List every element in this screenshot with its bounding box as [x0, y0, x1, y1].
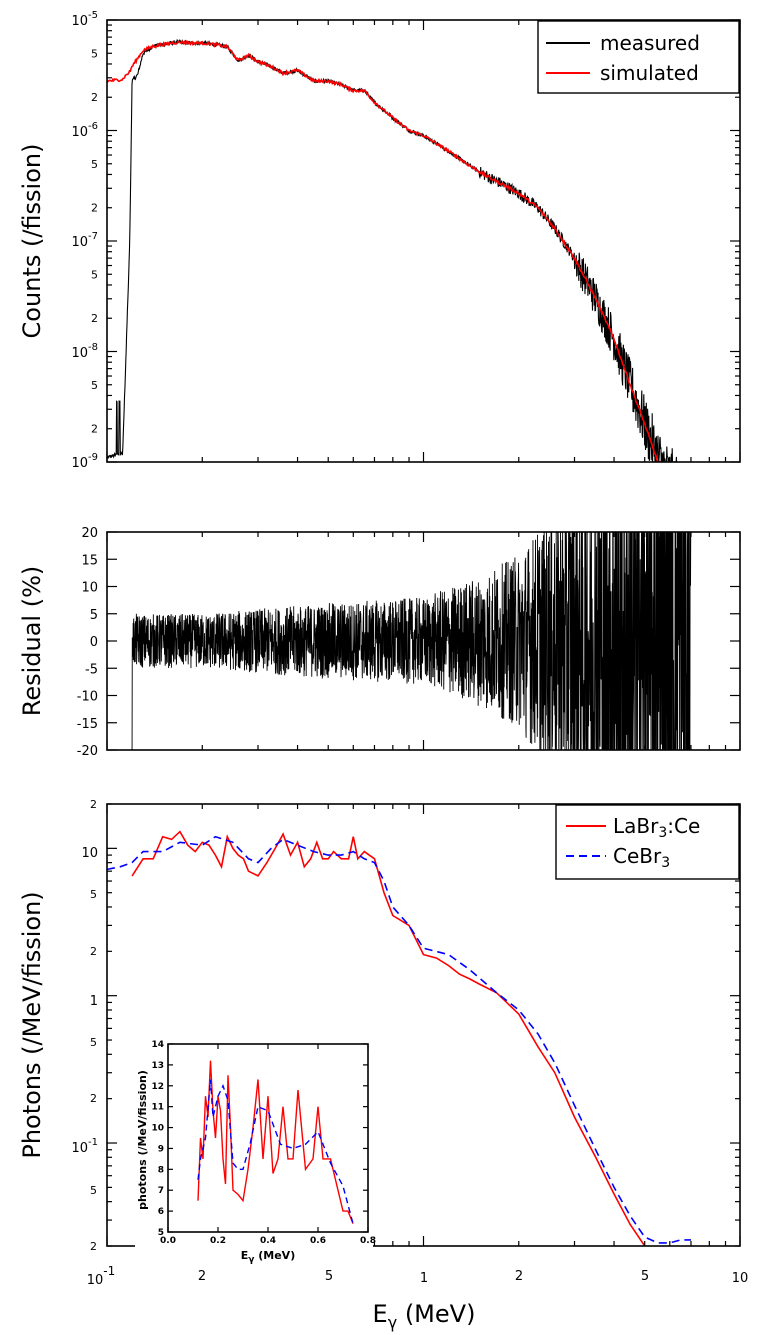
top-ytick-1e-9: 10-9: [71, 452, 98, 471]
bottom-x-tick-labels: 10-1 2 5 1 2 5 10: [87, 1264, 749, 1288]
top-y-axis-label: Counts (/fission): [18, 144, 46, 339]
top-y-minor-label: 5: [91, 379, 98, 392]
legend-cebr3-label: CeBr3: [613, 844, 670, 871]
xtick-5: 5: [641, 1269, 649, 1284]
bottom-ytick-20: 2: [90, 798, 97, 811]
middle-ytick-label: -15: [77, 717, 98, 732]
residual-series: [131, 532, 692, 750]
xtick-0.2: 2: [198, 1269, 206, 1284]
xtick-1: 1: [420, 1271, 428, 1286]
legend-simulated-label: simulated: [600, 61, 699, 85]
inset-ytick-label: 13: [151, 1061, 164, 1071]
inset-xtick-label: 0.0: [160, 1236, 176, 1246]
top-legend-box: [537, 20, 740, 94]
middle-y-tick-labels: -20 -15 -10 -5 0 5 10 15 20: [77, 526, 98, 759]
top-y-tick-labels: 10-9 10-8 10-7 10-6 10-5: [71, 10, 98, 471]
middle-ytick-label: 10: [81, 581, 98, 596]
top-y-minor-label: 5: [91, 158, 98, 171]
top-y-minor-label: 5: [91, 47, 98, 60]
inset-series-group: [197, 1060, 354, 1224]
top-y-minor-label: 2: [91, 423, 98, 436]
middle-ytick-label: 15: [81, 553, 98, 568]
middle-panel: -20 -15 -10 -5 0 5 10 15 20 Residual (%): [18, 526, 741, 759]
inset-ytick-label: 6: [158, 1207, 164, 1217]
bottom-ytick-10: 10: [81, 846, 98, 861]
inset-series-CeBr3: [197, 1079, 354, 1224]
legend-measured-label: measured: [600, 31, 700, 55]
bottom-ytick-0.1: 10-1: [71, 1137, 98, 1156]
xtick-10: 10: [732, 1271, 749, 1286]
middle-ytick-label: -5: [85, 662, 98, 677]
inset-ytick-label: 7: [158, 1186, 164, 1196]
middle-ytick-label: -10: [77, 690, 98, 705]
inset-xtick-label: 0.2: [210, 1236, 226, 1246]
inset-ytick-label: 14: [151, 1040, 164, 1050]
top-y-minor-label: 2: [91, 91, 98, 104]
xtick-2: 2: [515, 1269, 523, 1284]
bottom-ytick-5: 5: [90, 888, 97, 901]
inset-xtick-label: 0.4: [260, 1236, 276, 1246]
top-y-minor-label: 2: [91, 202, 98, 215]
top-series-group: [107, 38, 685, 462]
xtick-0.5: 5: [325, 1269, 333, 1284]
bottom-y-axis-label: Photons (/MeV/fission): [18, 891, 46, 1158]
top-panel: 10-9 10-8 10-7 10-6 10-5 2 5 2 5 2 5 2 5 Counts…: [18, 10, 741, 471]
inset-ytick-label: 8: [158, 1165, 164, 1175]
middle-ytick-label: 20: [81, 526, 98, 541]
inset-ytick-label: 9: [158, 1144, 164, 1154]
inset-ytick-label: 10: [151, 1124, 164, 1134]
top-ytick-1e-8: 10-8: [71, 342, 98, 361]
top-ytick-1e-7: 10-7: [71, 231, 98, 250]
legend-labr3-label: LaBr3:Ce: [613, 814, 700, 841]
inset-ytick-label: 12: [151, 1082, 164, 1092]
series-simulated: [107, 39, 664, 462]
inset-xtick-label: 0.6: [310, 1236, 326, 1246]
inset-y-axis-label: photons (/MeV/fission): [136, 1070, 149, 1210]
bottom-ytick-2: 2: [90, 945, 97, 958]
inset-ytick-label: 5: [158, 1228, 164, 1238]
bottom-panel: 2 5 10-1 2 5 1 2 5 10 2 10-1 2 5 1 2 5 1…: [18, 798, 748, 1332]
inset-x-axis-label: Eγ (MeV): [241, 1249, 295, 1265]
middle-series-group: [131, 532, 692, 750]
bottom-ytick-0.02: 2: [90, 1240, 97, 1253]
bottom-legend: LaBr3:Ce CeBr3: [555, 804, 740, 880]
inset-background: [135, 1040, 373, 1265]
bottom-y-tick-labels: 2 5 10-1 2 5 1 2 5 10 2: [71, 798, 98, 1253]
bottom-legend-box: [555, 804, 740, 880]
top-legend: measured simulated: [537, 20, 740, 94]
middle-ytick-label: 0: [90, 635, 98, 650]
middle-ytick-label: 5: [90, 608, 98, 623]
top-y-minor-label: 2: [91, 312, 98, 325]
top-y-minor-labels: 2 5 2 5 2 5 2 5: [91, 47, 98, 435]
top-ytick-1e-5: 10-5: [71, 10, 98, 29]
series-measured: [107, 38, 685, 462]
bottom-series-group: [107, 830, 691, 1246]
bottom-ytick-1: 1: [90, 994, 98, 1009]
bottom-x-axis-label: Eγ (MeV): [373, 1300, 476, 1332]
bottom-ytick-0.2: 2: [90, 1092, 97, 1105]
bottom-ytick-0.5: 5: [90, 1036, 97, 1049]
inset-ytick-label: 11: [151, 1103, 164, 1113]
series-CeBr3: [107, 835, 691, 1244]
xtick-0.1: 10-1: [87, 1264, 116, 1288]
inset-xtick-label: 0.8: [360, 1236, 376, 1246]
series-LaBr3:Ce: [131, 830, 646, 1246]
bottom-ytick-0.05: 5: [90, 1184, 97, 1197]
top-y-minor-label: 5: [91, 268, 98, 281]
middle-y-axis-label: Residual (%): [18, 566, 46, 717]
middle-ytick-label: -20: [77, 744, 98, 759]
top-ytick-1e-6: 10-6: [71, 121, 98, 140]
